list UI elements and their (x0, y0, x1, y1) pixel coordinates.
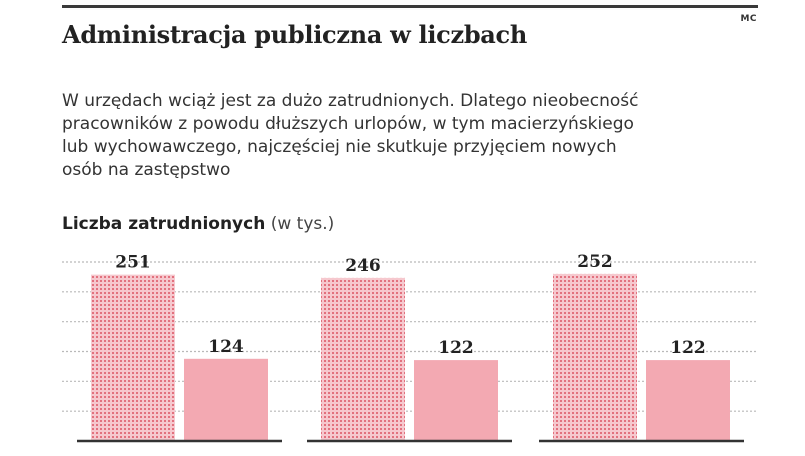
bar (91, 274, 175, 441)
data-label: 124 (208, 337, 244, 357)
data-label: 122 (438, 338, 474, 358)
bar (321, 277, 405, 441)
lead-line: osób na zastępstwo (62, 160, 231, 180)
top-rule (62, 5, 758, 8)
subtitle-label: Liczba zatrudnionych (62, 214, 266, 234)
chart-title: Administracja publiczna w liczbach (62, 20, 528, 49)
data-label: 252 (577, 252, 613, 272)
lead-paragraph: W urzędach wciąż jest za dużo zatrudnion… (62, 90, 762, 182)
author-credit: MC (740, 14, 757, 24)
data-label: 251 (115, 253, 151, 273)
data-label: 122 (670, 338, 706, 358)
subtitle-unit: (w tys.) (270, 214, 335, 234)
lead-line: pracowników z powodu dłuższych urlopów, … (62, 114, 634, 134)
lead-line: lub wychowawczego, najczęściej nie skutk… (62, 137, 617, 157)
chart-subtitle: Liczba zatrudnionych (w tys.) (62, 214, 334, 234)
bar (553, 273, 637, 441)
bar (184, 358, 268, 441)
bar (414, 360, 498, 441)
lead-line: W urzędach wciąż jest za dużo zatrudnion… (62, 91, 639, 111)
bar (646, 360, 730, 441)
data-label: 246 (345, 256, 381, 276)
